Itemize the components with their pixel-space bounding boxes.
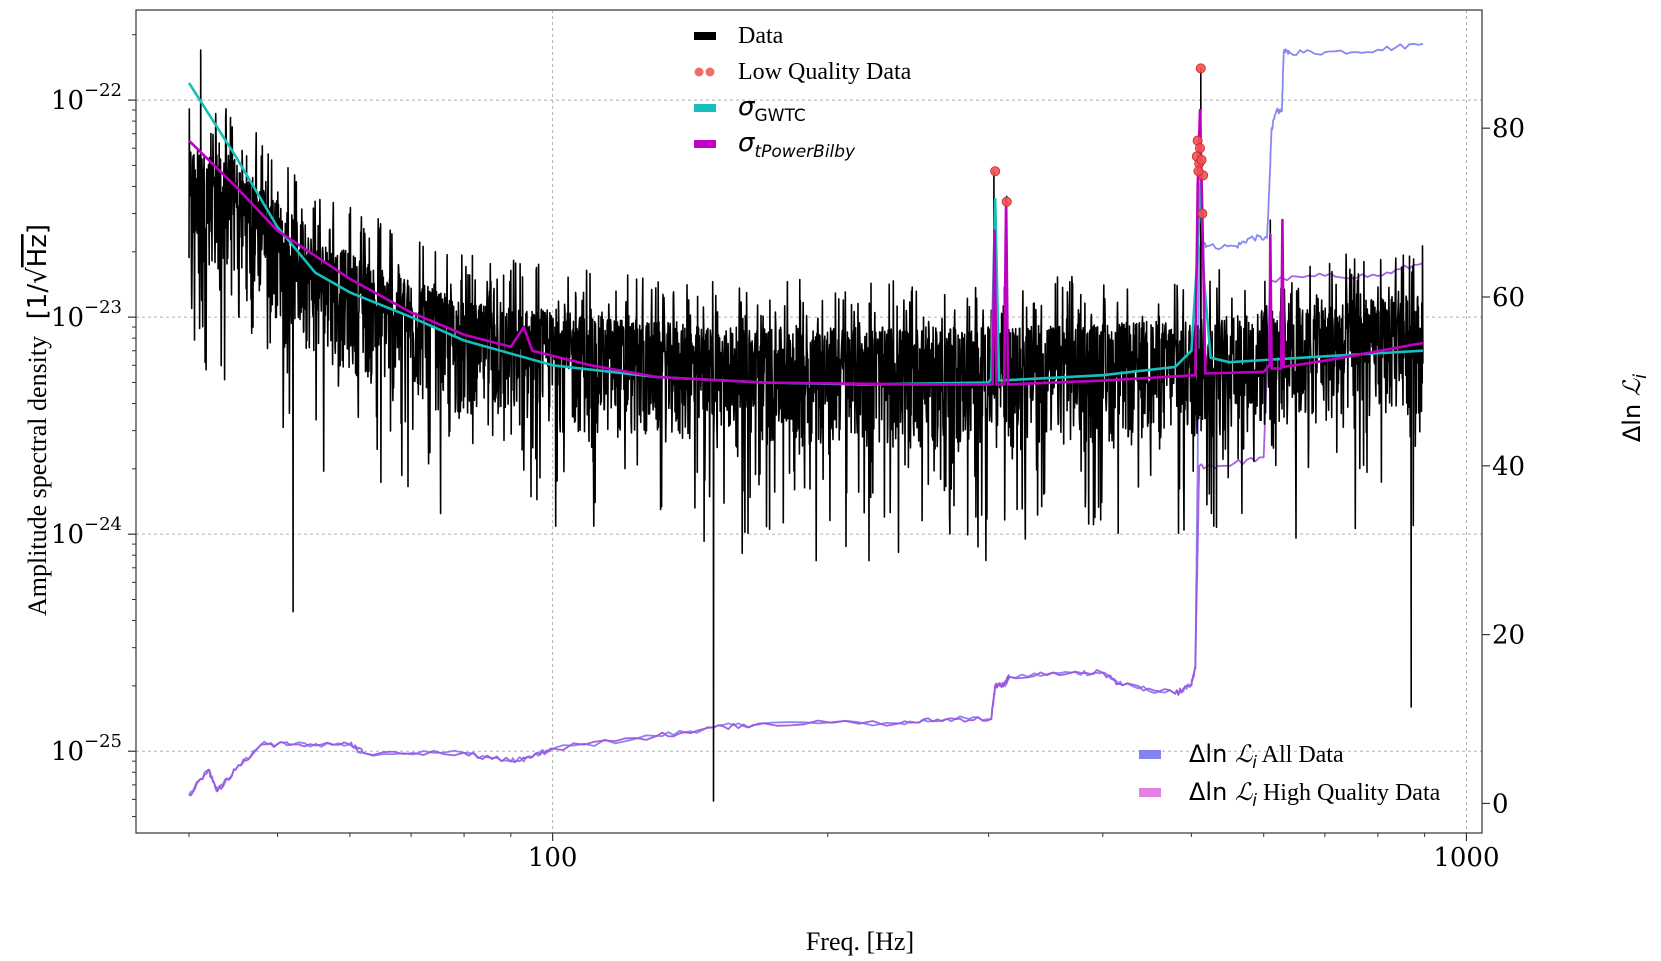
marker-layer xyxy=(990,63,1209,219)
legend-swatch xyxy=(694,32,716,40)
legend-top-entry: σGWTC xyxy=(694,92,806,126)
y-left-tick-label: 10−25 xyxy=(51,731,122,767)
x-tick-label: 100 xyxy=(528,843,578,873)
x-axis-title: Freq. [Hz] xyxy=(806,927,914,956)
legend-sigma: σ xyxy=(738,92,756,122)
x-axis-ticks: 100 1000 xyxy=(188,833,1500,873)
y-left-tick-label: 10−22 xyxy=(51,80,122,116)
y-right-tick-label: 0 xyxy=(1492,789,1509,819)
legend-subscript: i xyxy=(1252,791,1257,811)
legend-label-text: All Data xyxy=(1257,742,1344,768)
y-left-title-unit-prefix: [1/ xyxy=(23,284,53,320)
y-right-axis-title: Δln ℒi xyxy=(1618,374,1651,442)
legend-symbol: ℒ xyxy=(1235,740,1253,768)
low-quality-marker xyxy=(990,166,1001,177)
legend-sigma: σ xyxy=(738,128,756,158)
legend-dot-marker xyxy=(694,67,704,77)
series-layer xyxy=(187,42,1424,802)
y-right-tick-label: 80 xyxy=(1492,114,1525,144)
legend-swatch xyxy=(694,104,716,112)
x-tick-label: 1000 xyxy=(1433,843,1499,873)
legend-bottom-entry: Δln ℒi High Quality Data xyxy=(1139,778,1441,811)
legend-top-label: σtPowerBilby xyxy=(738,128,856,162)
y-left-title-unit-suffix: ] xyxy=(23,224,53,234)
y-right-tick-label: 20 xyxy=(1492,621,1525,651)
plot-frame xyxy=(135,9,1483,834)
legend-swatch xyxy=(694,140,716,148)
legend-math-prefix: Δln xyxy=(1189,740,1235,768)
y-left-axis-title: Amplitude spectral density [1/√Hz] xyxy=(23,224,53,616)
legend-top-entry: σtPowerBilby xyxy=(694,128,856,162)
y-left-title-unit-sqrt: Hz xyxy=(23,234,53,267)
y-right-title-sub: i xyxy=(1630,374,1651,379)
y-left-title-sqrt-symbol: √ xyxy=(23,267,53,284)
legend-bottom-entry: Δln ℒi All Data xyxy=(1139,740,1344,773)
legend-subscript: GWTC xyxy=(754,106,805,126)
legend-dot-marker xyxy=(705,67,715,77)
legend-top-label: Data xyxy=(738,23,784,49)
y-left-tick-label: 10−23 xyxy=(51,297,122,333)
legend-subscript: i xyxy=(1252,753,1257,773)
legend-bottom-label: Δln ℒi All Data xyxy=(1189,740,1344,773)
legend-math-prefix: Δln xyxy=(1189,778,1235,806)
psd-model-line xyxy=(188,108,1424,386)
legend-subscript: tPowerBilby xyxy=(754,142,856,162)
low-quality-marker xyxy=(1196,154,1207,165)
y-left-title-text: Amplitude spectral density xyxy=(23,336,52,616)
y-right-title-symbol: ℒ xyxy=(1618,378,1646,396)
low-quality-marker xyxy=(1193,166,1204,177)
y-left-axis-ticks: 10−22 10−23 10−24 10−25 xyxy=(51,34,136,818)
legend-top-entry: Data xyxy=(694,23,784,49)
legend-top-label: Low Quality Data xyxy=(738,59,912,85)
svg-text:Δln ℒi: Δln ℒi xyxy=(1618,374,1651,442)
y-right-tick-label: 60 xyxy=(1492,283,1525,313)
y-right-tick-label: 40 xyxy=(1492,452,1525,482)
legend-label-text: High Quality Data xyxy=(1257,780,1441,806)
legend-symbol: ℒ xyxy=(1235,778,1253,806)
legend-bottom-label: Δln ℒi High Quality Data xyxy=(1189,778,1441,811)
y-left-tick-label: 10−24 xyxy=(51,514,122,550)
legend-swatch xyxy=(1139,788,1161,797)
data-series-line xyxy=(188,49,1424,802)
legend-top-entry: Low Quality Data xyxy=(694,59,912,85)
legend-top-label: σGWTC xyxy=(738,92,806,126)
grid xyxy=(136,10,1482,833)
y-right-axis-ticks: 0 20 40 60 80 xyxy=(1482,114,1525,819)
legend-swatch xyxy=(1139,750,1161,759)
low-quality-marker xyxy=(1195,63,1206,74)
low-quality-marker xyxy=(1197,208,1208,219)
low-quality-marker xyxy=(1001,196,1012,207)
svg-text:Amplitude spectral density: Amplitude spectral density [1/√Hz] xyxy=(23,224,53,616)
y-right-title-main: Δln xyxy=(1618,396,1646,442)
